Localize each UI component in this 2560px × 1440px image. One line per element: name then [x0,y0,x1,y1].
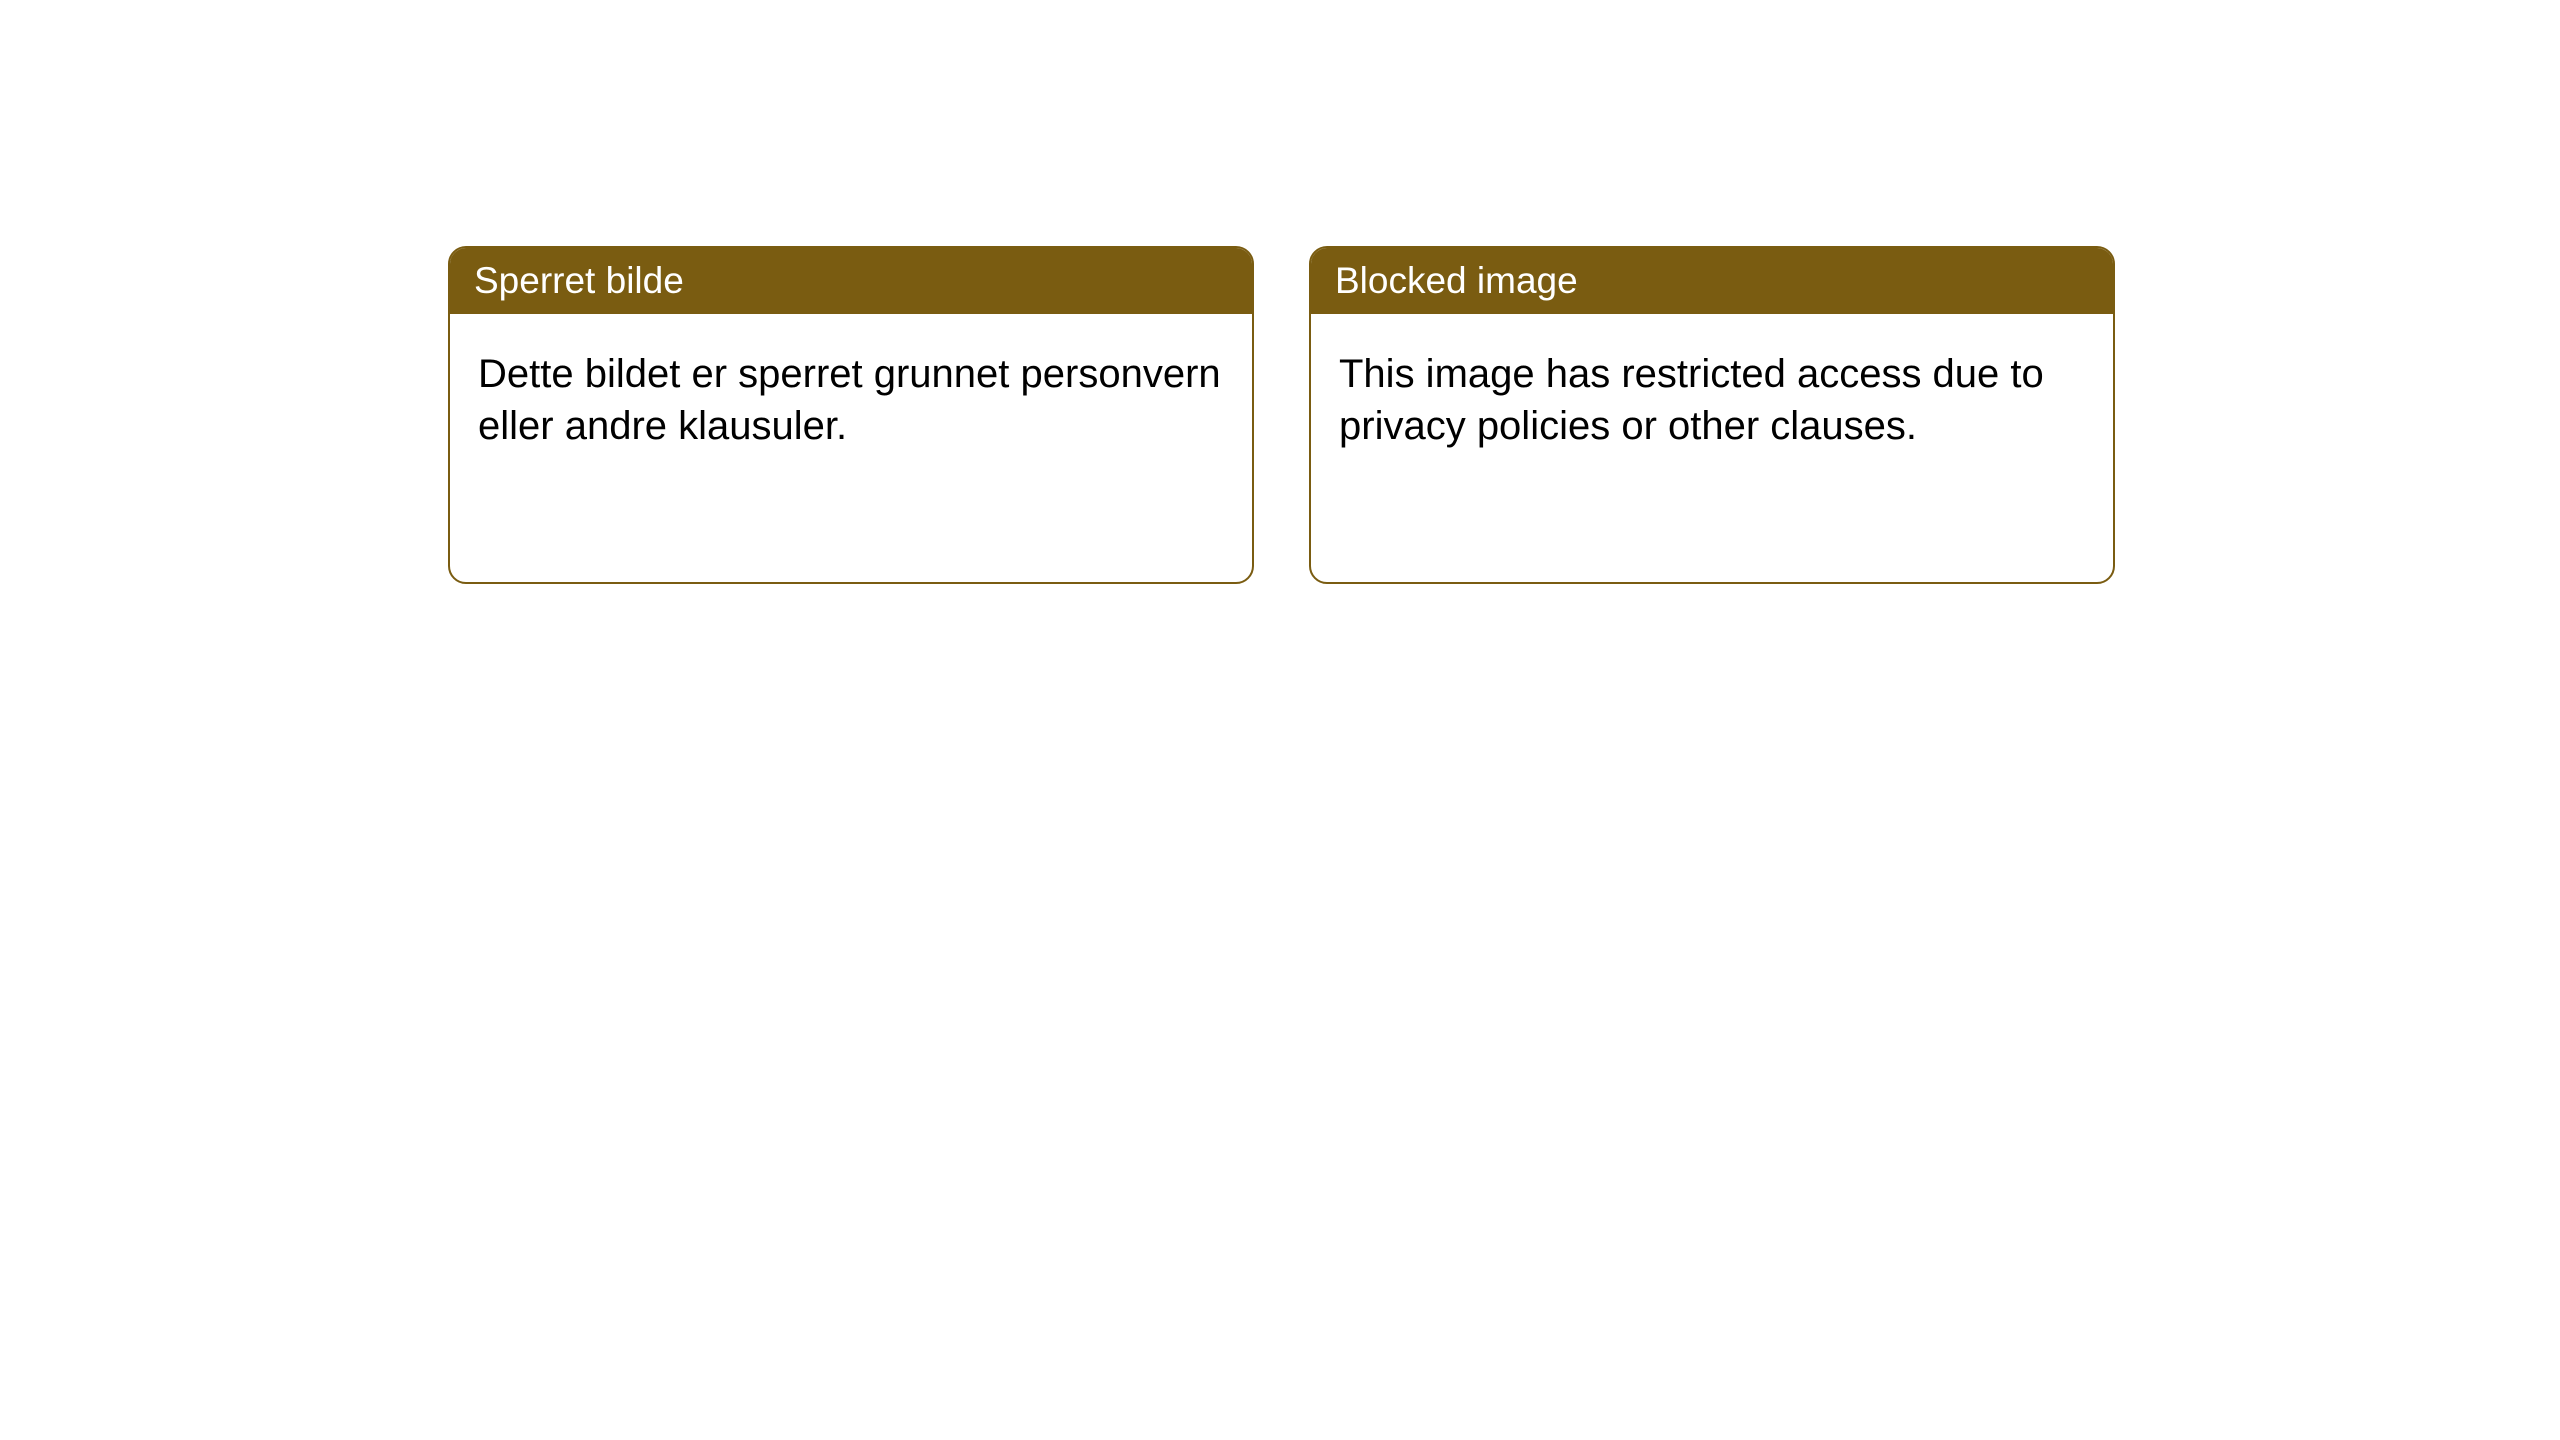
notice-container: Sperret bilde Dette bildet er sperret gr… [0,0,2560,584]
notice-card-norwegian: Sperret bilde Dette bildet er sperret gr… [448,246,1254,584]
notice-title-english: Blocked image [1311,248,2113,314]
notice-card-english: Blocked image This image has restricted … [1309,246,2115,584]
notice-body-english: This image has restricted access due to … [1311,314,2113,486]
notice-title-norwegian: Sperret bilde [450,248,1252,314]
notice-body-norwegian: Dette bildet er sperret grunnet personve… [450,314,1252,486]
